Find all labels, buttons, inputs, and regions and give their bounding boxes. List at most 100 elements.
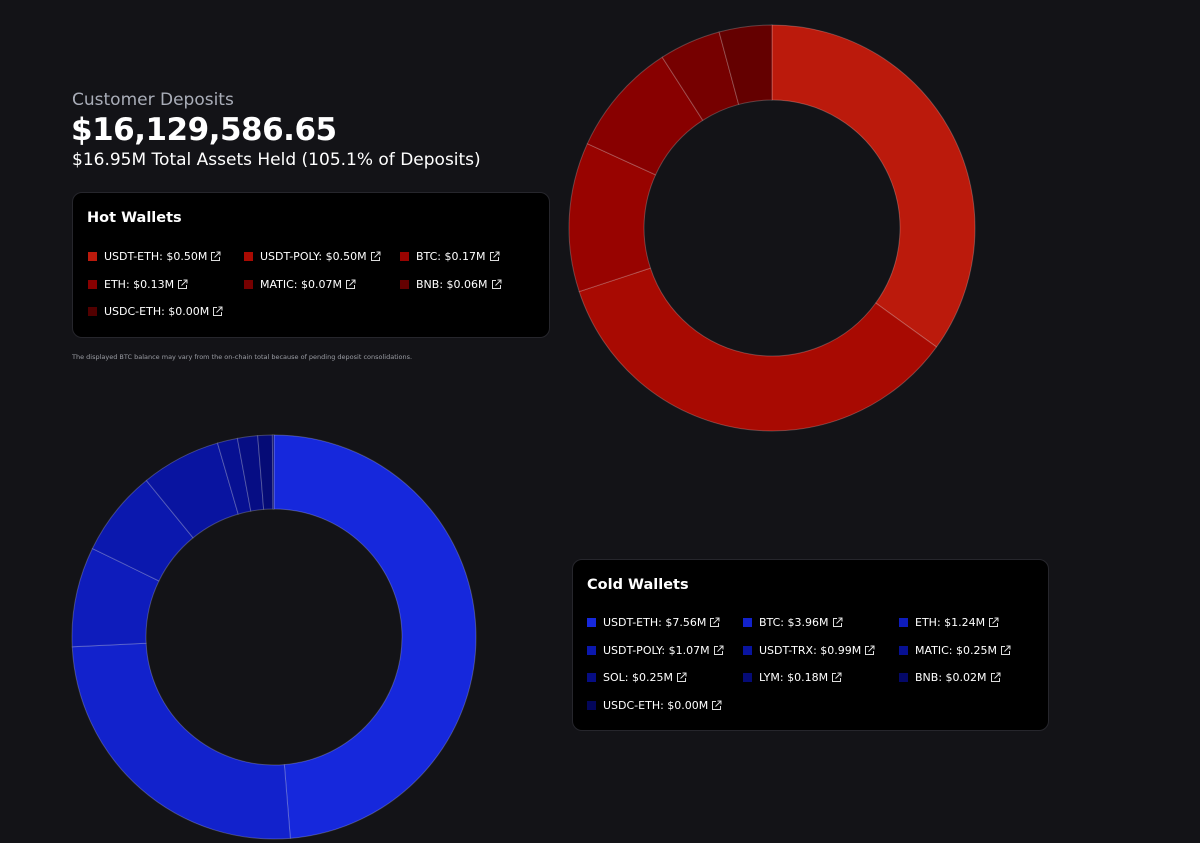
legend-label: ETH: $1.24M: [915, 616, 986, 629]
legend-swatch: [244, 279, 253, 289]
legend-swatch: [899, 645, 908, 655]
external-link-icon[interactable]: [177, 279, 188, 290]
legend-label: BNB: $0.06M: [416, 277, 488, 291]
legend-card: Cold Wallets USDT-ETH: $7.56M BTC: $3.96M E…: [572, 559, 1049, 731]
legend-label: SOL: $0.25M: [603, 671, 673, 684]
legend-item[interactable]: USDT-ETH: $7.56M: [587, 616, 720, 629]
icon-box: [710, 618, 720, 627]
legend-swatch: [88, 252, 97, 261]
external-link-icon[interactable]: [713, 645, 724, 656]
icon-arrow: [868, 645, 875, 652]
legend-label: USDT-POLY: $0.50M: [260, 250, 367, 263]
icon-arrow: [214, 251, 221, 258]
legend-label: USDC-ETH: $0.00M: [603, 698, 709, 712]
legend-swatch: [400, 252, 409, 261]
deposit-amount: $16,129,586.65: [71, 112, 337, 148]
icon-box: [832, 673, 842, 682]
external-link-icon[interactable]: [990, 672, 1001, 683]
legend-item[interactable]: USDC-ETH: $0.00M: [587, 699, 722, 712]
legend-item[interactable]: BTC: $3.96M: [743, 616, 843, 629]
icon-box: [178, 279, 188, 289]
external-link-icon[interactable]: [491, 279, 502, 290]
external-link-icon[interactable]: [212, 306, 223, 317]
section-title: Customer Deposits: [72, 90, 234, 110]
legend-label: USDT-ETH: $0.50M: [104, 250, 208, 263]
icon-arrow: [349, 279, 356, 286]
legend-swatch: [244, 252, 253, 261]
icon-arrow: [992, 617, 999, 624]
icon-arrow: [216, 306, 223, 313]
icon-arrow: [373, 251, 381, 258]
legend-item[interactable]: MATIC: $0.07M: [244, 278, 356, 291]
legend-item[interactable]: USDC-ETH: $0.00M: [88, 305, 223, 318]
legend-item[interactable]: USDT-ETH: $0.50M: [88, 250, 221, 263]
icon-box: [211, 252, 221, 261]
legend-swatch: [743, 645, 752, 655]
legend-item[interactable]: MATIC: $0.25M: [899, 644, 1011, 657]
legend-item[interactable]: BNB: $0.06M: [400, 278, 502, 291]
card-title: Cold Wallets: [587, 577, 689, 593]
external-link-icon[interactable]: [489, 251, 500, 262]
legend-item[interactable]: USDT-TRX: $0.99M: [743, 644, 875, 657]
icon-box: [990, 673, 1000, 682]
donut-segment: [91, 479, 194, 582]
external-link-icon[interactable]: [210, 251, 221, 262]
donut-segment: [273, 434, 477, 839]
external-link-icon[interactable]: [345, 279, 356, 290]
legend-swatch: [400, 279, 409, 289]
legend-swatch: [587, 673, 596, 682]
icon-box: [491, 279, 501, 289]
external-link-icon[interactable]: [676, 672, 687, 683]
icon-box: [832, 618, 842, 627]
external-link-icon[interactable]: [709, 617, 720, 628]
external-link-icon[interactable]: [711, 700, 722, 711]
legend-item[interactable]: SOL: $0.25M: [587, 671, 687, 684]
icon-arrow: [1004, 645, 1011, 652]
external-link-icon[interactable]: [1000, 645, 1011, 656]
icon-box: [865, 645, 875, 655]
legend-item[interactable]: LYM: $0.18M: [743, 671, 842, 684]
legend-item[interactable]: ETH: $1.24M: [899, 616, 999, 629]
donut-segment: [718, 24, 773, 106]
donut-segment: [71, 642, 291, 840]
external-link-icon[interactable]: [831, 672, 842, 683]
icon-arrow: [835, 672, 842, 679]
legend-item[interactable]: BNB: $0.02M: [899, 671, 1001, 684]
legend-label: BTC: $3.96M: [759, 616, 829, 629]
external-link-icon[interactable]: [864, 645, 875, 656]
icon-arrow: [716, 645, 724, 652]
icon-arrow: [680, 672, 687, 679]
legend-item[interactable]: USDT-POLY: $0.50M: [244, 250, 381, 263]
donut-segment: [236, 435, 265, 512]
legend-card: Hot Wallets USDT-ETH: $0.50M USDT-POLY: $0…: [72, 192, 550, 338]
icon-arrow: [181, 279, 188, 286]
icon-box: [346, 279, 355, 289]
external-link-icon[interactable]: [832, 617, 843, 628]
icon-arrow: [492, 251, 499, 258]
donut-segment: [771, 24, 976, 348]
legend-label: USDT-POLY: $1.07M: [603, 643, 710, 657]
legend-item[interactable]: ETH: $0.13M: [88, 278, 188, 291]
legend-label: ETH: $0.13M: [104, 277, 175, 291]
legend-label: BTC: $0.17M: [416, 250, 486, 263]
legend-item[interactable]: USDT-POLY: $1.07M: [587, 644, 724, 657]
card-title: Hot Wallets: [87, 210, 182, 226]
icon-arrow: [715, 700, 722, 707]
legend-swatch: [587, 618, 596, 627]
icon-box: [370, 252, 380, 261]
legend-item[interactable]: BTC: $0.17M: [400, 250, 500, 263]
legend-swatch: [88, 307, 97, 316]
legend-swatch: [899, 618, 908, 627]
legend-swatch: [743, 673, 752, 682]
icon-box: [676, 673, 686, 682]
legend-swatch: [743, 618, 752, 627]
legend-swatch: [587, 645, 596, 655]
external-link-icon[interactable]: [988, 617, 999, 628]
icon-box: [713, 645, 723, 655]
icon-arrow: [835, 617, 842, 624]
external-link-icon[interactable]: [370, 251, 381, 262]
footnote: The displayed BTC balance may vary from …: [72, 353, 413, 361]
donut-segment: [568, 143, 657, 293]
